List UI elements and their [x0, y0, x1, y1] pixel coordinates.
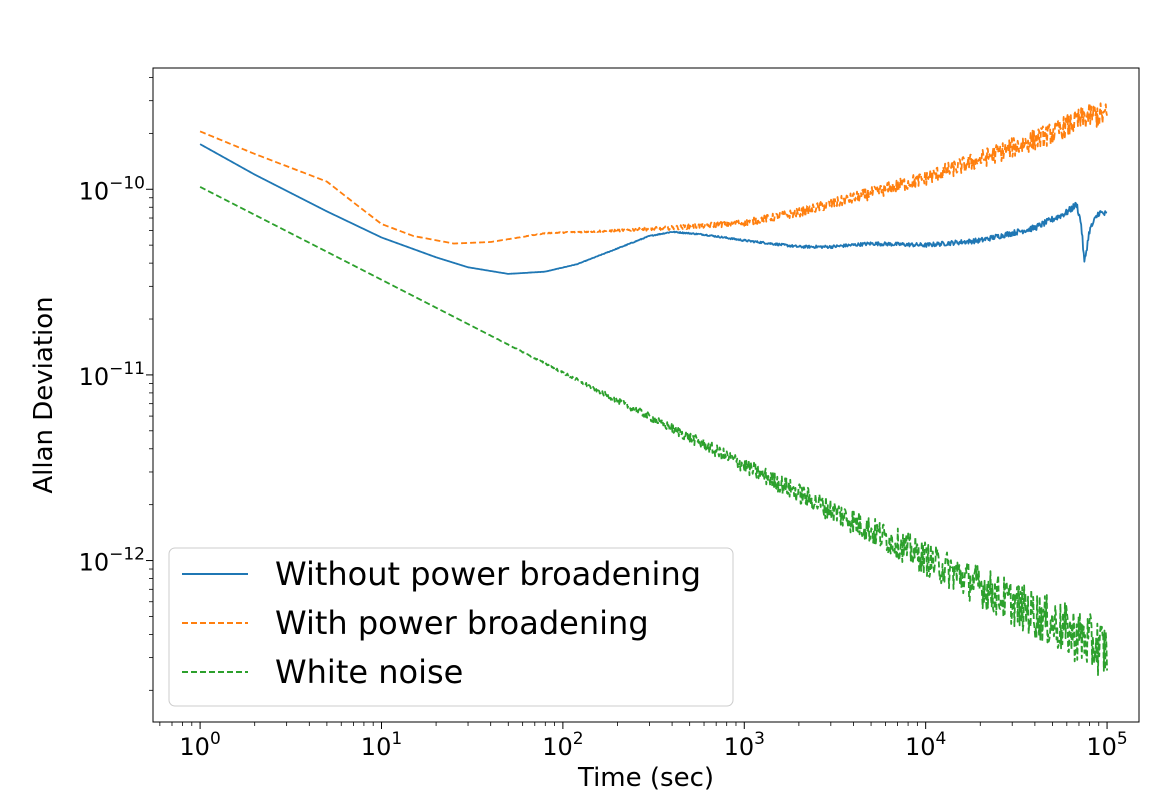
x-tick-label: 102 [542, 729, 583, 761]
x-axis: 100 101 102 103 104 105 [159, 722, 1128, 761]
x-tick-label: 105 [1086, 729, 1127, 761]
x-tick-label: 101 [361, 729, 402, 761]
y-tick-label: 10−10 [79, 173, 145, 205]
plot-frame [152, 67, 1140, 723]
legend-box [168, 547, 734, 707]
y-tick-label: 10−11 [79, 359, 145, 391]
y-axis-label: Allan Deviation [29, 296, 59, 493]
series-line-3 [199, 186, 1108, 676]
series-layer [199, 102, 1108, 676]
y-tick-label: 10−12 [79, 545, 145, 577]
legend-label-2: With power broadening [275, 604, 649, 642]
x-tick-label: 104 [905, 729, 946, 761]
legend-label-1: Without power broadening [275, 555, 701, 593]
series-line-2 [199, 102, 1108, 245]
x-tick-label: 100 [179, 729, 220, 761]
series-line-1 [199, 143, 1108, 275]
legend: Without power broadening With power broad… [168, 547, 734, 707]
y-axis: 10−12 10−11 10−10 [79, 77, 153, 691]
legend-label-3: White noise [275, 653, 463, 691]
x-tick-label: 103 [724, 729, 765, 761]
x-axis-label: Time (sec) [577, 763, 714, 793]
